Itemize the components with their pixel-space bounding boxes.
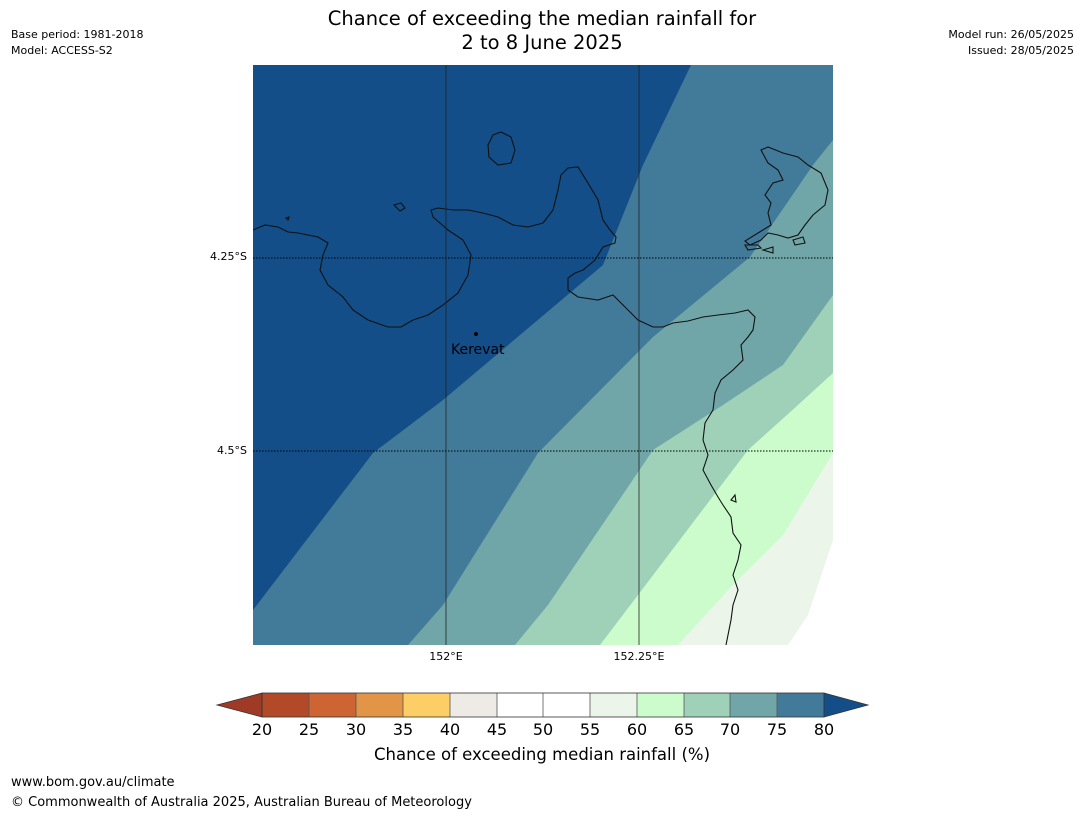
coast-east-4 xyxy=(792,236,806,246)
colorbar-swatch-60-65 xyxy=(637,693,684,717)
issued-date: Issued: 28/05/2025 xyxy=(967,44,1074,57)
colorbar-tick-60: 60 xyxy=(626,720,648,739)
colorbar-swatch-35-40 xyxy=(403,693,450,717)
colorbar-tick-55: 55 xyxy=(579,720,601,739)
colorbar-swatch-30-35 xyxy=(356,693,403,717)
zone-50-55 xyxy=(788,540,833,645)
colorbar-tick-25: 25 xyxy=(298,720,320,739)
coast-east-1 xyxy=(744,146,829,246)
colorbar-swatch-75-80 xyxy=(777,693,824,717)
colorbar-tick-45: 45 xyxy=(486,720,508,739)
model-name: Model: ACCESS-S2 xyxy=(11,44,113,57)
kerevat-marker xyxy=(474,332,478,336)
colorbar-tick-20: 20 xyxy=(251,720,273,739)
colorbar-tick-70: 70 xyxy=(719,720,741,739)
coastline xyxy=(253,131,829,645)
colorbar-extend-high xyxy=(823,692,870,718)
colorbar-tick-50: 50 xyxy=(532,720,554,739)
place-label-kerevat: Kerevat xyxy=(451,342,505,358)
title-line-2: 2 to 8 June 2025 xyxy=(461,31,623,54)
colorbar-swatch-45-50 xyxy=(497,693,543,717)
coast-east-5 xyxy=(730,493,737,503)
title-line-1: Chance of exceeding the median rainfall … xyxy=(327,7,757,30)
colorbar-label: Chance of exceeding median rainfall (%) xyxy=(373,745,711,764)
colorbar-swatch-65-70 xyxy=(684,693,730,717)
model-info: Base period: 1981-2018 Model: ACCESS-S2 xyxy=(11,27,143,59)
model-run-date: Model run: 26/05/2025 xyxy=(948,28,1074,41)
run-info: Model run: 26/05/2025 Issued: 28/05/2025 xyxy=(948,27,1074,59)
colorbar-swatch-20-25 xyxy=(262,693,309,717)
colorbar-swatch-25-30 xyxy=(309,693,356,717)
colorbar xyxy=(215,692,870,720)
chart-title: Chance of exceeding the median rainfall … xyxy=(242,7,842,55)
coast-island-north xyxy=(487,131,516,166)
coast-island-small xyxy=(392,202,406,212)
colorbar-tick-40: 40 xyxy=(439,720,461,739)
rainfall-map xyxy=(253,65,833,645)
coast-east-2 xyxy=(744,244,763,251)
footer-url: www.bom.gov.au/climate xyxy=(11,775,175,790)
lon-label-152-25: 152.25°E xyxy=(613,650,665,663)
lat-label-4-25: 4.25°S xyxy=(210,250,247,263)
colorbar-tick-35: 35 xyxy=(392,720,414,739)
colorbar-tick-65: 65 xyxy=(673,720,695,739)
colorbar-tick-30: 30 xyxy=(345,720,367,739)
graticule xyxy=(253,65,833,645)
colorbar-tick-80: 80 xyxy=(813,720,835,739)
colorbar-swatch-70-75 xyxy=(730,693,777,717)
footer-copyright: © Commonwealth of Australia 2025, Austra… xyxy=(11,795,472,810)
colorbar-swatch-55-60 xyxy=(590,693,637,717)
coast-east-3 xyxy=(761,246,774,254)
map-panel: Kerevat xyxy=(253,65,833,645)
colorbar-tick-75: 75 xyxy=(766,720,788,739)
colorbar-extend-low xyxy=(215,692,263,718)
coast-main xyxy=(253,166,756,645)
lat-label-4-5: 4.5°S xyxy=(217,444,247,457)
colorbar-swatch-40-45 xyxy=(450,693,497,717)
coast-island-small-2 xyxy=(284,216,290,222)
zone-55-60 xyxy=(678,453,833,645)
lon-label-152: 152°E xyxy=(429,650,463,663)
colorbar-swatch-50-55 xyxy=(543,693,590,717)
base-period: Base period: 1981-2018 xyxy=(11,28,144,41)
zone-45-50 xyxy=(818,625,833,645)
